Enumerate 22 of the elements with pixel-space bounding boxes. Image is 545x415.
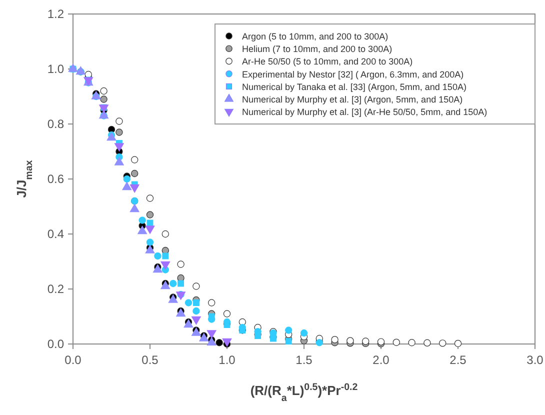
legend-label: Helium (7 to 10mm, and 200 to 300A) — [242, 44, 392, 54]
y-tick-label: 1.0 — [47, 62, 64, 76]
y-tick-label: 0.8 — [47, 117, 64, 131]
x-tick-label: 2.0 — [372, 353, 390, 367]
legend-label: Ar-He 50/50 (5 to 10mm, and 200 to 300A) — [242, 56, 413, 67]
x-tick-label: 0.5 — [142, 353, 159, 367]
x-tick-label: 2.5 — [450, 353, 467, 367]
x-tick-label: 3.0 — [526, 353, 544, 367]
legend-label: Numerical by Murphy et al. [3] (Ar-He 50/50, 5mm, and 150A) — [242, 107, 488, 118]
legend-label: Experimental by Nestor [32] ( Argon, 6.3mm, and 200A) — [242, 69, 464, 80]
x-tick-label: 0.0 — [64, 353, 82, 367]
y-tick-label: 1.2 — [47, 7, 64, 21]
legend-label: Numerical by Tanaka et al. [33] (Argon, 5mm, and 150A) — [242, 82, 466, 92]
y-tick-label: 0.6 — [47, 172, 64, 186]
legend-label: Numerical by Murphy et al. [3] (Argon, 5mm, and 150A) — [242, 94, 463, 104]
x-tick-label: 1.5 — [296, 353, 313, 367]
y-tick-label: 0.0 — [47, 337, 64, 351]
x-axis-title: (R/(R$_{a}$*L)$^{0.5}$)*Pr$^{-0.2}$ — [250, 382, 358, 404]
y-tick-label: 0.2 — [47, 282, 64, 296]
x-tick-label: 1.0 — [218, 353, 236, 367]
legend-label: Argon (5 to 10mm, and 200 to 300A) — [242, 32, 388, 42]
y-tick-label: 0.4 — [47, 227, 64, 241]
